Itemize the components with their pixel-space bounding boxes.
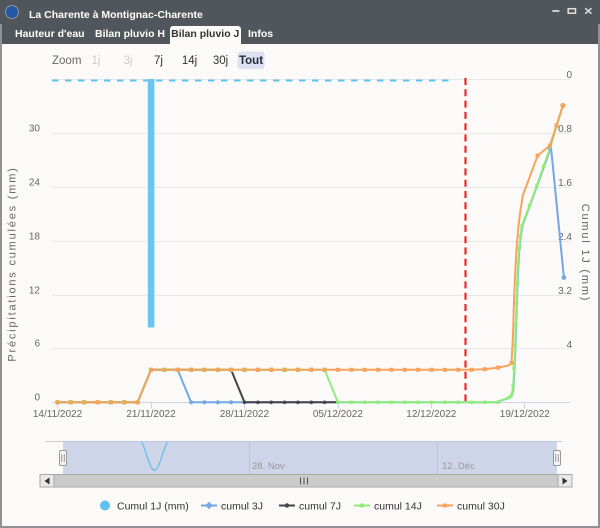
svg-text:cumul 14J: cumul 14J [374, 501, 422, 513]
svg-text:05/12/2022: 05/12/2022 [313, 409, 363, 420]
svg-text:3j: 3j [124, 55, 133, 67]
svg-text:12/12/2022: 12/12/2022 [406, 409, 456, 420]
svg-text:24: 24 [29, 178, 41, 189]
svg-text:cumul 3J: cumul 3J [221, 501, 263, 513]
svg-text:28. Nov: 28. Nov [252, 461, 285, 472]
svg-text:28/11/2022: 28/11/2022 [220, 409, 270, 420]
svg-text:14j: 14j [182, 55, 197, 67]
svg-text:0.8: 0.8 [558, 124, 572, 135]
svg-text:2.4: 2.4 [558, 232, 572, 243]
svg-text:30: 30 [29, 124, 41, 135]
svg-text:6: 6 [34, 339, 40, 350]
svg-text:18: 18 [29, 232, 41, 243]
svg-text:14/11/2022: 14/11/2022 [33, 409, 83, 420]
svg-text:cumul 30J: cumul 30J [457, 501, 505, 513]
svg-text:Cumul 1J (mm): Cumul 1J (mm) [117, 501, 189, 513]
svg-text:19/12/2022: 19/12/2022 [500, 409, 550, 420]
svg-text:1.6: 1.6 [558, 178, 572, 189]
svg-text:Cumul 1J (mm): Cumul 1J (mm) [579, 204, 591, 303]
svg-text:Zoom: Zoom [52, 55, 81, 67]
svg-text:cumul 7J: cumul 7J [299, 501, 341, 513]
svg-text:0: 0 [566, 70, 572, 81]
svg-text:Précipitations cumulées (mm): Précipitations cumulées (mm) [7, 166, 19, 361]
svg-text:12: 12 [29, 286, 41, 297]
svg-text:3.2: 3.2 [558, 286, 572, 297]
svg-text:7j: 7j [154, 55, 163, 67]
svg-text:1j: 1j [92, 55, 101, 67]
svg-text:12. Déc: 12. Déc [442, 461, 475, 472]
svg-text:0: 0 [34, 393, 40, 404]
svg-text:Tout: Tout [239, 55, 263, 67]
svg-text:21/11/2022: 21/11/2022 [126, 409, 176, 420]
svg-text:30j: 30j [213, 55, 228, 67]
svg-text:4: 4 [566, 340, 572, 351]
